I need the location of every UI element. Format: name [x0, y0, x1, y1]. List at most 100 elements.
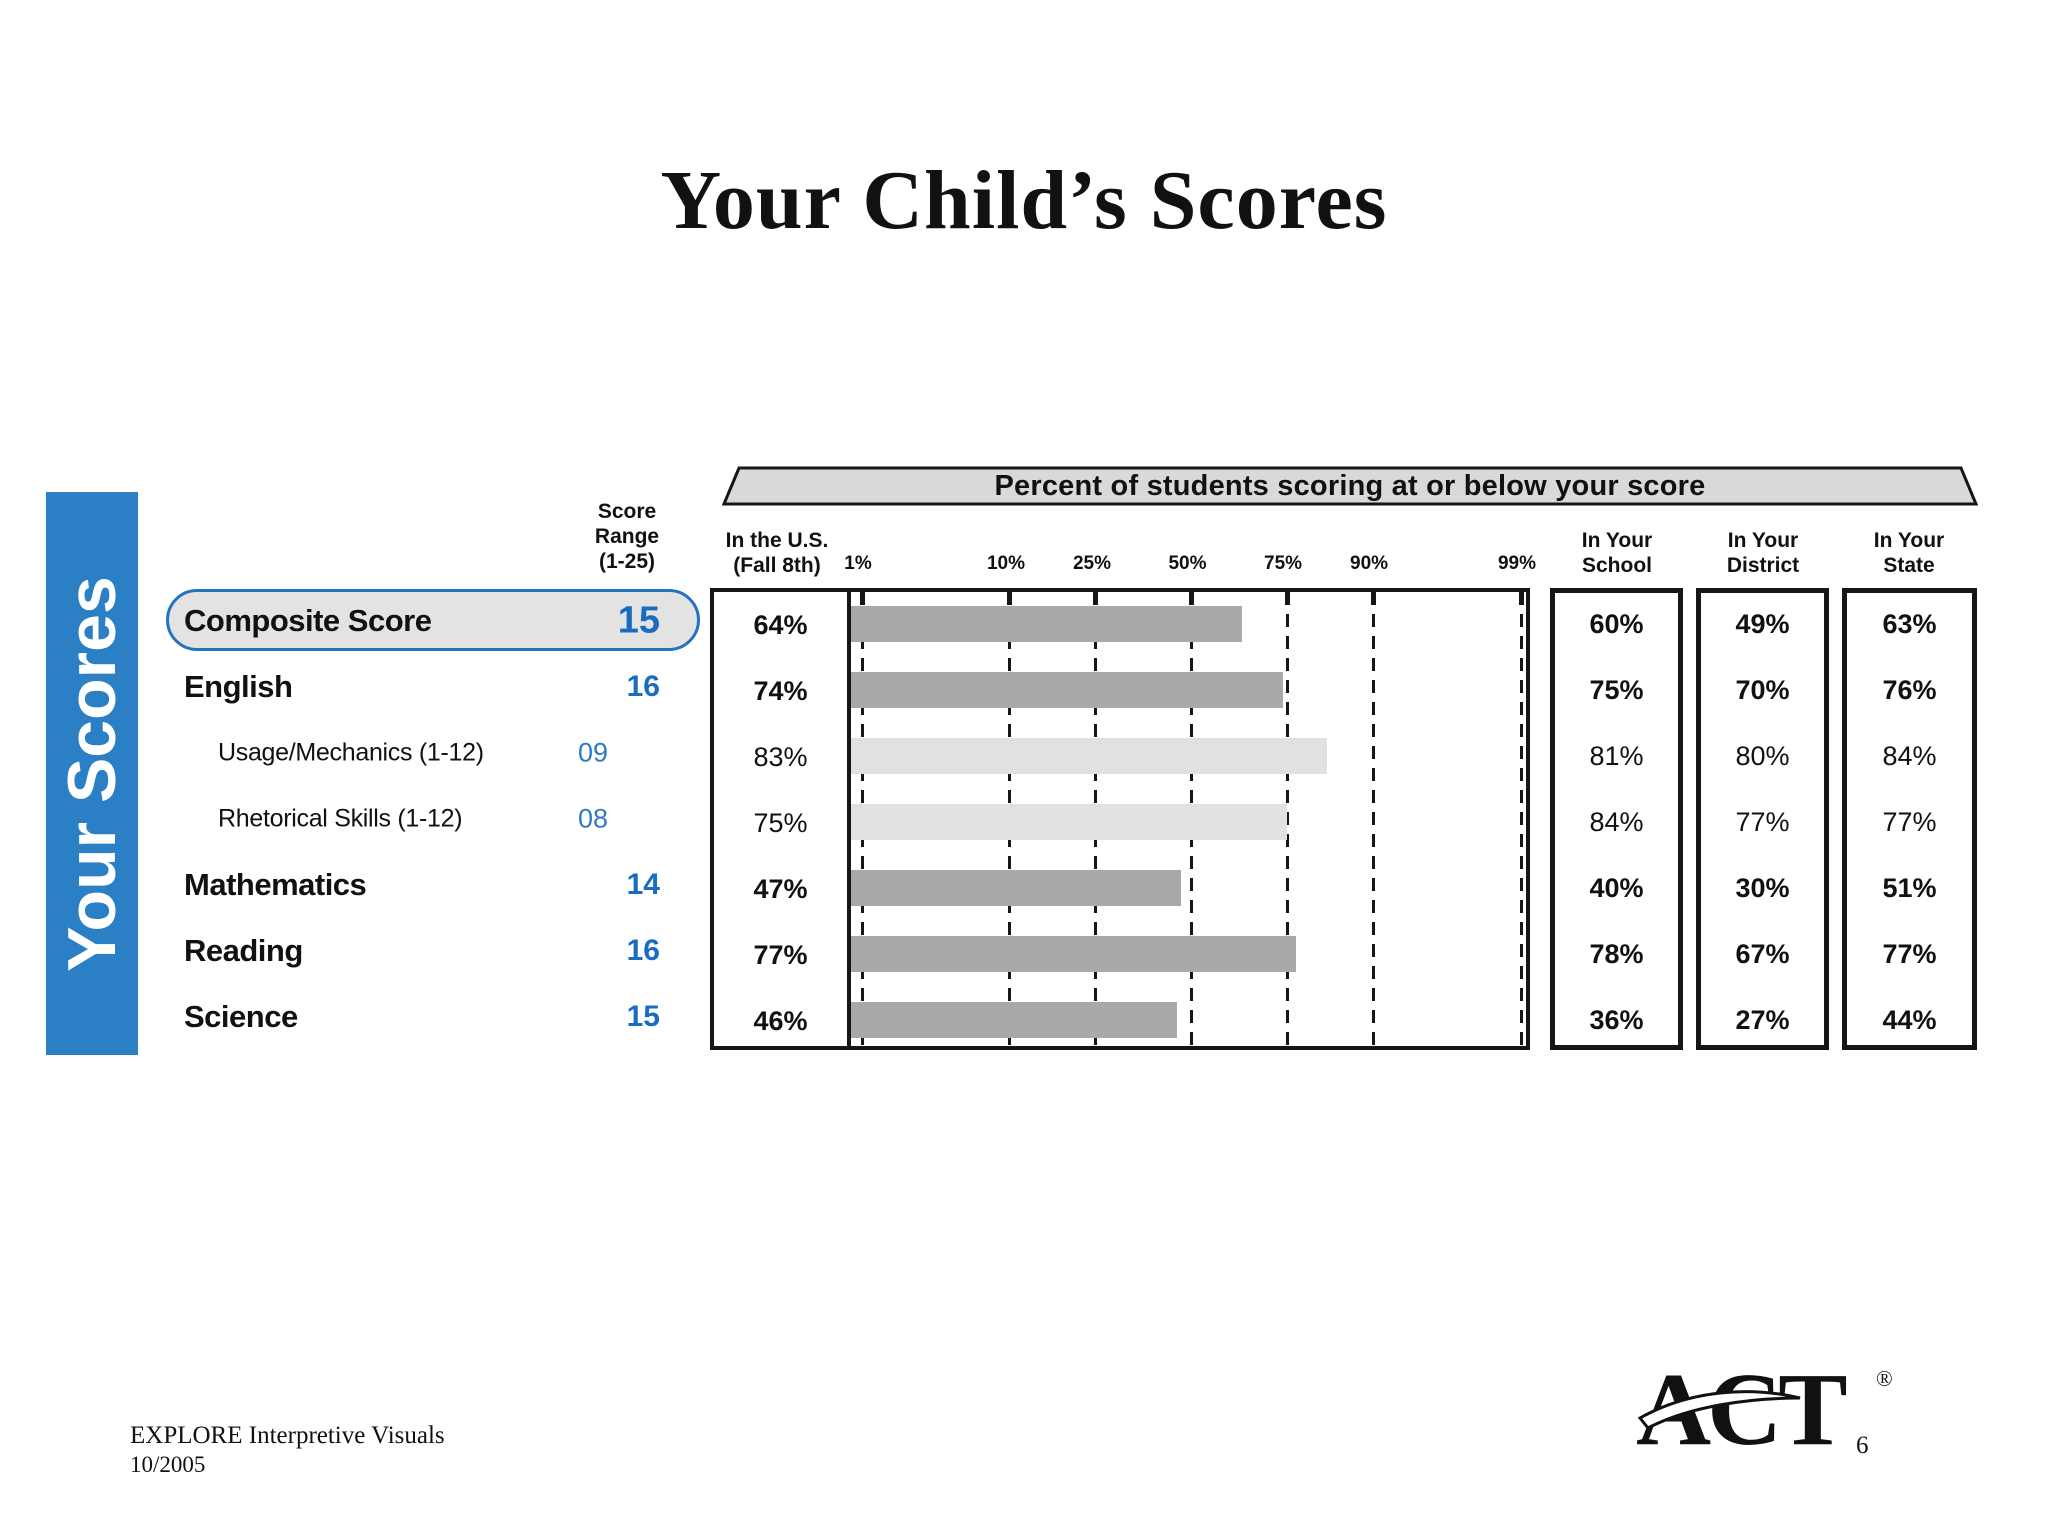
district-value-1: 70%	[1735, 675, 1790, 705]
score-row-value-0: 15	[617, 599, 660, 642]
score-row-1: English 16	[150, 654, 710, 720]
us-percentile-bar-2	[851, 738, 1327, 774]
us-value-3: 75%	[753, 808, 808, 838]
your-scores-sidebar: Your Scores	[46, 492, 138, 1055]
state-header-line2: State	[1883, 554, 1935, 578]
score-row-6: Science 15	[150, 984, 710, 1050]
score-row-label-1: English	[184, 669, 293, 704]
us-values-column: 64% 74% 83% 75% 47% 77% 46%	[714, 592, 847, 1046]
us-value-0: 64%	[753, 610, 808, 640]
state-value-6: 44%	[1882, 1005, 1937, 1035]
us-percentile-bar-3	[851, 804, 1288, 840]
us-percentile-bar-5	[851, 936, 1297, 972]
state-value-3: 77%	[1882, 807, 1937, 837]
banner-shape	[721, 466, 1979, 506]
score-list: Composite Score 15 English 16 Usage/Mechanic…	[150, 588, 710, 1050]
tick-label-10pct: 10%	[986, 553, 1025, 574]
score-row-label-5: Reading	[184, 933, 303, 968]
chart-title-banner: Percent of students scoring at or below …	[721, 466, 1979, 506]
score-row-value-6: 15	[626, 1000, 660, 1033]
score-row-label-0: Composite Score	[184, 603, 432, 638]
score-row-0: Composite Score 15	[150, 588, 710, 654]
axis-tick-25pct	[1093, 592, 1099, 605]
district-value-3: 77%	[1735, 807, 1790, 837]
district-value-0: 49%	[1735, 609, 1790, 639]
score-row-value-4: 14	[626, 868, 660, 901]
tick-label-50pct: 50%	[1168, 553, 1207, 574]
district-value-5: 67%	[1735, 939, 1790, 969]
score-row-label-4: Mathematics	[184, 867, 367, 902]
registered-mark: ®	[1876, 1366, 1893, 1391]
us-column-header: In the U.S. (Fall 8th)	[711, 528, 843, 578]
tick-label-25pct: 25%	[1072, 553, 1111, 574]
act-logo: ACT ®	[1628, 1352, 1908, 1467]
school-header-line1: In Your	[1581, 529, 1653, 552]
school-value-2: 81%	[1589, 741, 1644, 771]
district-value-6: 27%	[1735, 1005, 1790, 1035]
score-row-value-1: 16	[626, 670, 660, 703]
school-value-4: 40%	[1589, 873, 1644, 903]
us-percentile-bar-4	[851, 870, 1181, 906]
district-header-line2: District	[1726, 554, 1800, 578]
footer-line1: EXPLORE Interpretive Visuals	[130, 1422, 445, 1449]
score-row-3: Rhetorical Skills (1-12) 08	[150, 786, 710, 852]
school-header-line2: School	[1581, 554, 1652, 578]
school-value-5: 78%	[1589, 939, 1644, 969]
act-logo-graphic: ACT ®	[1636, 1352, 1893, 1467]
act-swoosh-icon	[1637, 1390, 1801, 1430]
district-column-header: In Your District	[1697, 528, 1829, 578]
state-value-4: 51%	[1882, 873, 1937, 903]
us-header-line1: In the U.S.	[725, 529, 829, 552]
state-value-5: 77%	[1882, 939, 1937, 969]
score-row-2: Usage/Mechanics (1-12) 09	[150, 720, 710, 786]
district-values-box: 49% 70% 80% 77% 30% 67% 27%	[1696, 588, 1829, 1050]
score-row-value-3: 08	[577, 803, 608, 834]
school-value-0: 60%	[1589, 609, 1644, 639]
score-range-line3: (1-25)	[598, 549, 656, 573]
us-percentile-bar-1	[851, 672, 1283, 708]
us-column-divider	[847, 592, 851, 1046]
sidebar-label: Your Scores	[54, 575, 130, 972]
gridline-99pct	[1519, 592, 1523, 1046]
percentile-chart-box: 64% 74% 83% 75% 47% 77% 46%	[710, 588, 1530, 1050]
axis-tick-10pct	[1007, 592, 1013, 605]
us-value-6: 46%	[753, 1006, 808, 1036]
axis-tick-99pct	[1518, 592, 1524, 605]
footer-line2: 10/2005	[130, 1452, 206, 1478]
tick-label-75pct: 75%	[1264, 553, 1303, 574]
footer: EXPLORE Interpretive Visuals 10/2005	[130, 1420, 445, 1480]
district-value-2: 80%	[1735, 741, 1790, 771]
score-row-5: Reading 16	[150, 918, 710, 984]
us-value-2: 83%	[753, 742, 808, 772]
district-value-4: 30%	[1735, 873, 1790, 903]
school-values-box: 60% 75% 81% 84% 40% 78% 36%	[1550, 588, 1683, 1050]
school-value-1: 75%	[1589, 675, 1644, 705]
axis-tick-90pct	[1370, 592, 1376, 605]
score-row-4: Mathematics 14	[150, 852, 710, 918]
axis-tick-75pct	[1284, 592, 1290, 605]
us-percentile-bar-6	[851, 1002, 1178, 1038]
score-range-header: Score Range (1-25)	[562, 500, 692, 574]
gridline-75pct	[1285, 592, 1289, 1046]
axis-tick-1pct	[859, 592, 865, 605]
score-row-label-2: Usage/Mechanics (1-12)	[218, 738, 484, 767]
us-header-line2: (Fall 8th)	[733, 554, 821, 578]
state-column-header: In Your State	[1843, 528, 1975, 578]
score-row-label-6: Science	[184, 999, 298, 1034]
state-value-1: 76%	[1882, 675, 1937, 705]
school-value-6: 36%	[1589, 1005, 1644, 1035]
state-value-0: 63%	[1882, 609, 1937, 639]
score-range-line1: Score	[597, 500, 657, 523]
state-values-box: 63% 76% 84% 77% 51% 77% 44%	[1842, 588, 1977, 1050]
school-column-header: In Your School	[1551, 528, 1683, 578]
us-value-4: 47%	[753, 874, 808, 904]
composite-score-highlight	[166, 589, 700, 651]
score-row-value-2: 09	[577, 737, 608, 768]
chart-title: Percent of students scoring at or below …	[994, 470, 1706, 502]
school-value-3: 84%	[1589, 807, 1644, 837]
us-percentile-bar-0	[851, 606, 1243, 642]
tick-label-1pct: 1%	[844, 553, 872, 574]
district-header-line1: In Your	[1727, 529, 1799, 552]
score-range-line2: Range	[594, 524, 660, 548]
